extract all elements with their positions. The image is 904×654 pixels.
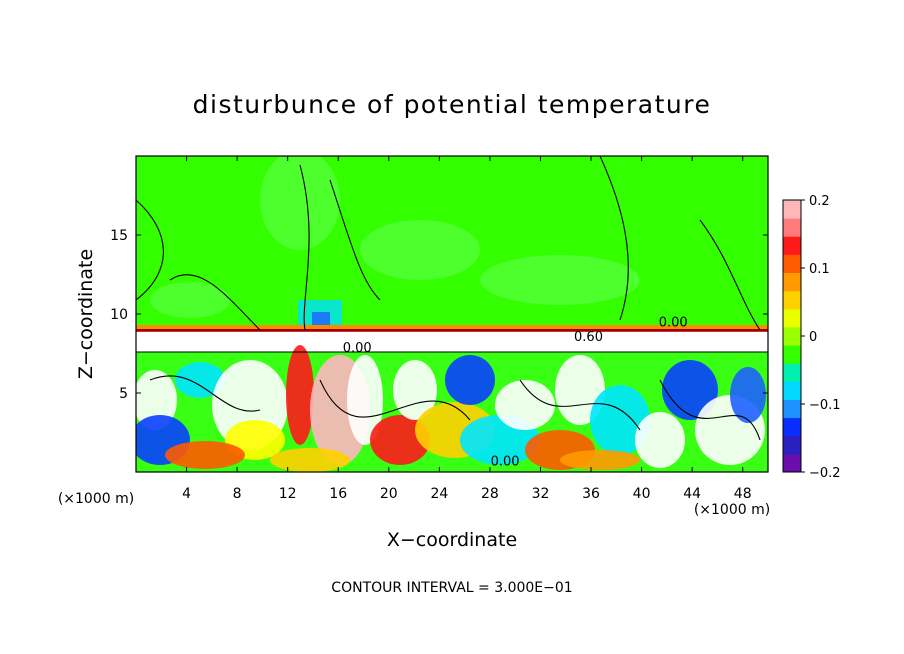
x-tick-label: 32 (532, 486, 550, 502)
colorbar-tick-label: 0.1 (809, 262, 830, 277)
colorbar-segment (783, 272, 801, 292)
field-patch (480, 255, 640, 305)
x-tick-label: 8 (233, 486, 242, 502)
x-tick-label: 20 (380, 486, 398, 502)
contour-label: 0.00 (659, 316, 688, 331)
contour-labels: 0.00 0.60 0.00 0.00 (343, 316, 688, 470)
contour-label: 0.60 (574, 330, 603, 345)
field-eddy (136, 370, 177, 430)
x-unit-label-left: (×1000 m) (58, 491, 134, 507)
contour-label: 0.00 (491, 455, 520, 470)
field-eddy (347, 355, 383, 445)
colorbar-segment (783, 218, 801, 237)
field-eddy (560, 450, 640, 470)
colorbar-segment (783, 363, 801, 382)
field-eddy (590, 385, 650, 455)
colorbar-tick-label: 0.2 (809, 194, 830, 209)
field-eddy (393, 360, 437, 420)
x-tick-label: 4 (182, 486, 191, 502)
colorbar-segment (783, 381, 801, 400)
field-patch (260, 156, 340, 250)
field-eddy (495, 380, 555, 430)
field-eddy (662, 360, 718, 420)
contour-line (149, 375, 261, 412)
y-tick-label: 10 (110, 307, 128, 323)
colorbar-segment (783, 326, 801, 346)
colorbar-segment (783, 308, 801, 328)
colorbar-segment (783, 453, 801, 473)
contour-label: 0.00 (343, 341, 372, 356)
colorbar-segment (783, 417, 801, 437)
field-eddy (165, 441, 245, 469)
x-tick-label: 40 (633, 486, 651, 502)
colorbar-segment (783, 200, 801, 219)
colorbar-segment (783, 435, 801, 455)
field-inversion-orange (136, 325, 768, 330)
x-tick-label: 12 (279, 486, 297, 502)
field-eddy (445, 355, 495, 405)
contour-lines (136, 156, 768, 441)
contour-line (169, 274, 261, 331)
chart-title: disturbunce of potential temperature (193, 90, 712, 119)
y-tick-label: 15 (110, 228, 128, 244)
colorbar-segment (783, 345, 801, 364)
y-axis-ticks: 5 10 15 (110, 228, 768, 402)
field-plot (136, 156, 768, 472)
contour-line (519, 379, 641, 431)
field-eddy (175, 362, 225, 398)
contour-line (329, 179, 381, 301)
field-eddy (286, 345, 314, 445)
contour-line (699, 219, 761, 331)
field-inversion-white (136, 332, 768, 352)
y-axis-label: Z−coordinate (75, 249, 97, 379)
x-unit-label-right: (×1000 m) (694, 502, 770, 518)
colorbar-tick-label: −0.2 (809, 466, 841, 481)
colorbar-segment (783, 290, 801, 310)
field-eddy (730, 367, 766, 423)
x-axis-ticks: 4 8 12 16 20 24 28 32 36 40 44 48 (182, 156, 752, 502)
field-patch (150, 282, 230, 318)
colorbar-segment (783, 236, 801, 255)
x-tick-label: 16 (329, 486, 347, 502)
contour-line (659, 379, 761, 441)
contour-line (319, 379, 471, 421)
x-tick-label: 36 (582, 486, 600, 502)
contour-interval-note: CONTOUR INTERVAL = 3.000E−01 (331, 580, 572, 596)
field-eddy (370, 415, 430, 465)
x-tick-label: 24 (430, 486, 448, 502)
colorbar-tick-label: 0 (809, 330, 817, 345)
colorbar-segment (783, 399, 801, 419)
colorbar-segment (783, 254, 801, 274)
colorbar: 0.2 0.1 0 −0.1 −0.2 (782, 194, 841, 481)
x-tick-label: 48 (734, 486, 752, 502)
x-tick-label: 28 (481, 486, 499, 502)
contour-line (299, 164, 310, 331)
x-axis-label: X−coordinate (387, 529, 517, 551)
x-tick-label: 44 (683, 486, 701, 502)
colorbar-tick-label: −0.1 (809, 398, 841, 413)
field-eddy (635, 412, 685, 468)
contour-line (599, 156, 629, 321)
field-eddy (270, 448, 350, 472)
y-tick-label: 5 (119, 386, 128, 402)
field-patch (360, 220, 480, 280)
contour-line (136, 199, 164, 301)
